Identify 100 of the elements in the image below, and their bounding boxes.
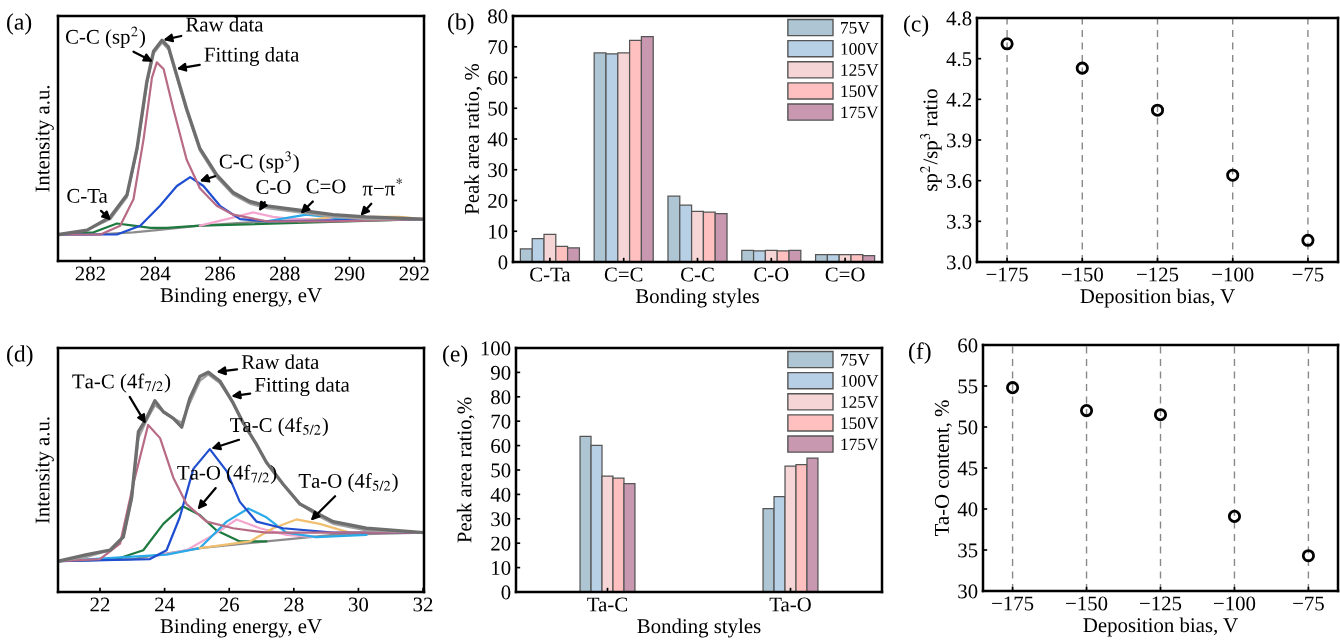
annotation: π−π$^{*}$ (362, 178, 402, 196)
legend-label: 100V (841, 375, 879, 387)
y-tick-label: 50 (958, 420, 978, 435)
x-tick-label: −175 (992, 596, 1034, 611)
chart-title: (f) (909, 342, 931, 364)
y-tick-label: 0 (501, 585, 511, 600)
y-tick-label: 40 (490, 487, 511, 502)
annotation: Ta-O (4f$_{5/2}$) (298, 473, 398, 493)
y-axis-title: Peak area ratio, % (464, 63, 482, 215)
y-axis-title: sp$^{2}$/sp$^{3}$ ratio (920, 89, 942, 191)
chart-title: (d) (7, 345, 33, 367)
x-tick-label: 286 (205, 266, 235, 281)
legend-label: 125V (841, 396, 879, 408)
y-tick-label: 30 (488, 163, 508, 178)
x-axis-title: Bonding styles (637, 618, 761, 638)
y-tick-label: 3.6 (947, 174, 972, 189)
y-tick-label: 60 (491, 438, 511, 454)
y-tick-label: 40 (957, 502, 978, 517)
x-axis-title: Bonding styles (635, 288, 759, 308)
x-tick-label: C-O (754, 267, 789, 282)
y-tick-label: 3.9 (947, 133, 972, 148)
annotation: Raw data (186, 16, 264, 32)
legend-label: 75V (841, 22, 870, 34)
x-tick-label: 24 (155, 597, 175, 612)
y-tick-label: 20 (488, 193, 508, 208)
annotation: Ta-C (4f$_{7/2}$) (72, 373, 171, 393)
x-tick-label: 282 (75, 266, 105, 281)
y-axis-title: Peak area ratio,% (456, 397, 475, 543)
y-tick-label: 60 (488, 70, 508, 85)
x-axis-title: Deposition bias, V (1080, 288, 1235, 308)
x-tick-label: −75 (1293, 596, 1324, 611)
x-tick-label: C-C (680, 267, 714, 282)
y-tick-label: 10 (492, 560, 511, 576)
y-tick-label: 70 (488, 40, 508, 55)
x-tick-label: −150 (1061, 267, 1103, 282)
y-tick-label: 40 (487, 132, 508, 147)
y-tick-label: 50 (491, 463, 511, 478)
annotation: C-C (sp$^{2}$) (65, 26, 146, 49)
chart-title: (c) (904, 15, 929, 37)
annotation: Raw data (241, 354, 320, 370)
y-tick-label: 3.3 (947, 214, 972, 229)
x-tick-label: 290 (334, 266, 365, 281)
x-axis-title: Binding energy, eV (160, 287, 322, 307)
y-tick-label: 20 (491, 536, 511, 551)
legend-label: 150V (841, 417, 879, 430)
y-tick-label: 35 (958, 543, 978, 558)
x-tick-label: −175 (986, 267, 1028, 282)
x-tick-label: 26 (219, 597, 239, 612)
x-axis-title: Binding energy, eV (160, 618, 322, 638)
x-tick-label: Ta-O (769, 597, 811, 612)
y-tick-label: 30 (491, 512, 511, 527)
legend-label: 100V (841, 43, 879, 55)
x-tick-label: −100 (1212, 267, 1254, 282)
y-tick-label: 45 (957, 461, 978, 476)
x-tick-label: 30 (349, 597, 369, 612)
legend-label: 150V (841, 85, 879, 98)
annotation: C-Ta (67, 188, 108, 203)
x-tick-label: Ta-C (587, 597, 628, 612)
annotation: C-C (sp$^{3}$) (219, 151, 299, 173)
y-tick-label: 90 (490, 365, 511, 380)
x-tick-label: C=C (604, 267, 643, 282)
y-tick-label: 4.2 (946, 92, 971, 107)
legend-label: 175V (841, 106, 879, 119)
y-axis-title: Intensity a.u. (35, 85, 54, 192)
y-axis-title: Intensity a.u. (35, 417, 54, 524)
x-tick-label: 28 (284, 597, 304, 612)
annotation: Fitting data (254, 377, 350, 397)
y-tick-label: 10 (489, 224, 508, 239)
y-tick-label: 30 (958, 584, 978, 599)
x-tick-label: −75 (1292, 267, 1324, 282)
legend-label: 175V (841, 438, 879, 451)
annotation: C-O (256, 180, 291, 195)
legend-label: 125V (841, 64, 879, 76)
y-tick-label: 80 (491, 390, 511, 405)
y-tick-label: 55 (958, 379, 978, 394)
y-tick-label: 70 (491, 414, 511, 429)
y-axis-title: Ta-O content, % (934, 400, 952, 537)
y-tick-label: 60 (958, 338, 978, 353)
legend-label: 75V (841, 354, 870, 366)
chart-title: (e) (443, 345, 468, 367)
x-tick-label: −150 (1066, 596, 1108, 611)
annotation: Fitting data (204, 47, 300, 66)
x-tick-label: 284 (140, 266, 171, 281)
x-tick-label: C-Ta (530, 267, 571, 282)
y-tick-label: 3.0 (947, 255, 972, 270)
y-tick-label: 0 (498, 255, 508, 270)
y-tick-label: 4.5 (946, 52, 972, 67)
y-tick-label: 4.8 (946, 11, 972, 26)
x-tick-label: −100 (1214, 596, 1256, 611)
x-tick-label: −125 (1137, 267, 1179, 282)
y-tick-label: 100 (481, 341, 511, 356)
x-tick-label: −125 (1140, 596, 1182, 611)
x-tick-label: 288 (270, 266, 300, 281)
y-tick-label: 50 (488, 101, 508, 116)
x-tick-label: 22 (90, 597, 110, 612)
x-tick-label: C=O (825, 267, 865, 282)
x-axis-title: Deposition bias, V (1083, 617, 1238, 637)
annotation: C=O (306, 179, 346, 194)
y-tick-label: 80 (488, 9, 508, 24)
chart-title: (a) (7, 13, 32, 35)
